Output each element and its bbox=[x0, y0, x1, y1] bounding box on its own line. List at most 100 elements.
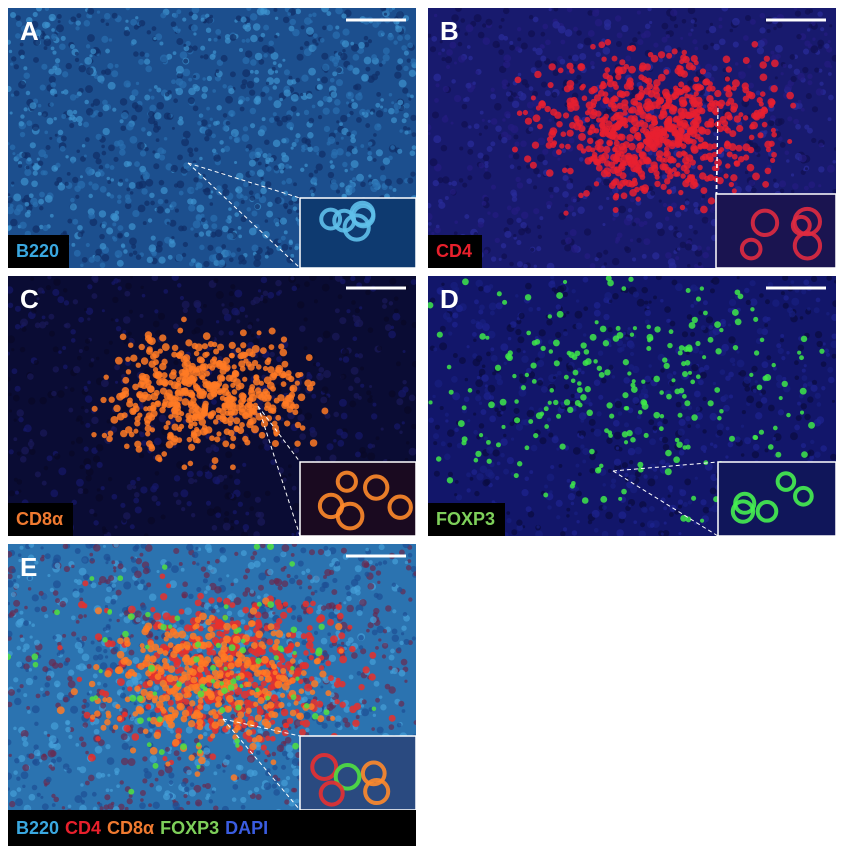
cell bbox=[483, 125, 489, 130]
cell bbox=[252, 369, 259, 375]
cell bbox=[677, 499, 684, 505]
cell bbox=[272, 85, 278, 90]
cell bbox=[566, 365, 574, 372]
cell bbox=[97, 75, 105, 83]
cell bbox=[314, 169, 319, 174]
cell bbox=[19, 131, 26, 138]
cell bbox=[246, 207, 252, 212]
cell bbox=[461, 103, 468, 110]
cell bbox=[643, 276, 648, 280]
cell bbox=[748, 179, 756, 187]
cell bbox=[382, 304, 387, 310]
cell bbox=[62, 364, 68, 370]
cell bbox=[101, 526, 106, 531]
cell bbox=[106, 419, 111, 424]
cell bbox=[407, 177, 414, 184]
cell bbox=[755, 90, 761, 96]
cell bbox=[830, 453, 836, 461]
cell bbox=[334, 129, 338, 134]
cell bbox=[113, 140, 121, 147]
cell bbox=[603, 262, 608, 266]
cell bbox=[736, 276, 740, 280]
cell bbox=[202, 332, 211, 340]
cell bbox=[699, 371, 707, 379]
cell bbox=[517, 37, 522, 42]
cell bbox=[138, 394, 147, 403]
cell bbox=[126, 187, 131, 192]
cell bbox=[176, 380, 182, 386]
cell bbox=[484, 478, 491, 486]
cell bbox=[75, 436, 84, 444]
cell bbox=[34, 322, 41, 329]
inset-cell bbox=[335, 501, 365, 531]
cell bbox=[529, 470, 534, 474]
cell bbox=[515, 176, 521, 183]
cell bbox=[723, 404, 730, 412]
cell bbox=[439, 342, 448, 351]
cell bbox=[200, 213, 205, 218]
cell bbox=[119, 98, 128, 106]
cell bbox=[818, 68, 823, 73]
cell bbox=[828, 72, 832, 76]
cell bbox=[295, 77, 301, 83]
cell bbox=[205, 434, 211, 439]
cell bbox=[317, 372, 321, 377]
cell bbox=[801, 368, 806, 373]
cell bbox=[584, 253, 591, 260]
cell bbox=[198, 418, 207, 426]
cell bbox=[213, 348, 220, 355]
cell bbox=[265, 181, 272, 188]
cell bbox=[9, 111, 13, 115]
cell bbox=[104, 12, 111, 20]
cell bbox=[661, 36, 668, 43]
cell bbox=[161, 149, 167, 155]
cell bbox=[336, 120, 340, 124]
cell bbox=[235, 172, 244, 181]
cell bbox=[786, 351, 790, 355]
cell bbox=[208, 194, 213, 199]
cell bbox=[143, 368, 151, 375]
cell bbox=[155, 501, 161, 506]
cell bbox=[176, 38, 184, 46]
cell bbox=[124, 202, 132, 210]
cell bbox=[303, 317, 308, 322]
cell bbox=[33, 56, 39, 63]
cell bbox=[591, 65, 595, 70]
cell bbox=[230, 435, 237, 442]
cell bbox=[281, 180, 286, 185]
cell bbox=[408, 394, 416, 402]
cell bbox=[681, 49, 687, 56]
cell bbox=[107, 430, 114, 437]
cell bbox=[495, 302, 503, 310]
cell bbox=[53, 117, 57, 121]
cell bbox=[209, 53, 216, 60]
cell bbox=[44, 130, 49, 135]
cell bbox=[454, 480, 459, 484]
cell bbox=[387, 33, 395, 41]
cell bbox=[202, 351, 209, 358]
cell bbox=[570, 96, 578, 104]
cell bbox=[187, 460, 194, 467]
cell bbox=[187, 400, 194, 407]
cell bbox=[617, 347, 623, 353]
cell bbox=[440, 441, 446, 447]
cell bbox=[150, 200, 155, 206]
cell bbox=[742, 115, 749, 121]
cell bbox=[202, 465, 210, 472]
cell bbox=[177, 154, 183, 161]
cell bbox=[321, 386, 329, 394]
cell bbox=[400, 319, 407, 326]
cell bbox=[680, 119, 689, 128]
cell bbox=[249, 170, 256, 177]
cell bbox=[628, 364, 635, 370]
cell bbox=[236, 319, 241, 324]
cell bbox=[45, 285, 51, 291]
cell bbox=[245, 511, 250, 516]
cell bbox=[391, 101, 395, 105]
cell bbox=[264, 490, 271, 497]
cell bbox=[633, 132, 642, 140]
cell bbox=[250, 299, 257, 306]
cell bbox=[466, 472, 471, 478]
cell bbox=[428, 221, 432, 226]
cell bbox=[705, 71, 712, 79]
